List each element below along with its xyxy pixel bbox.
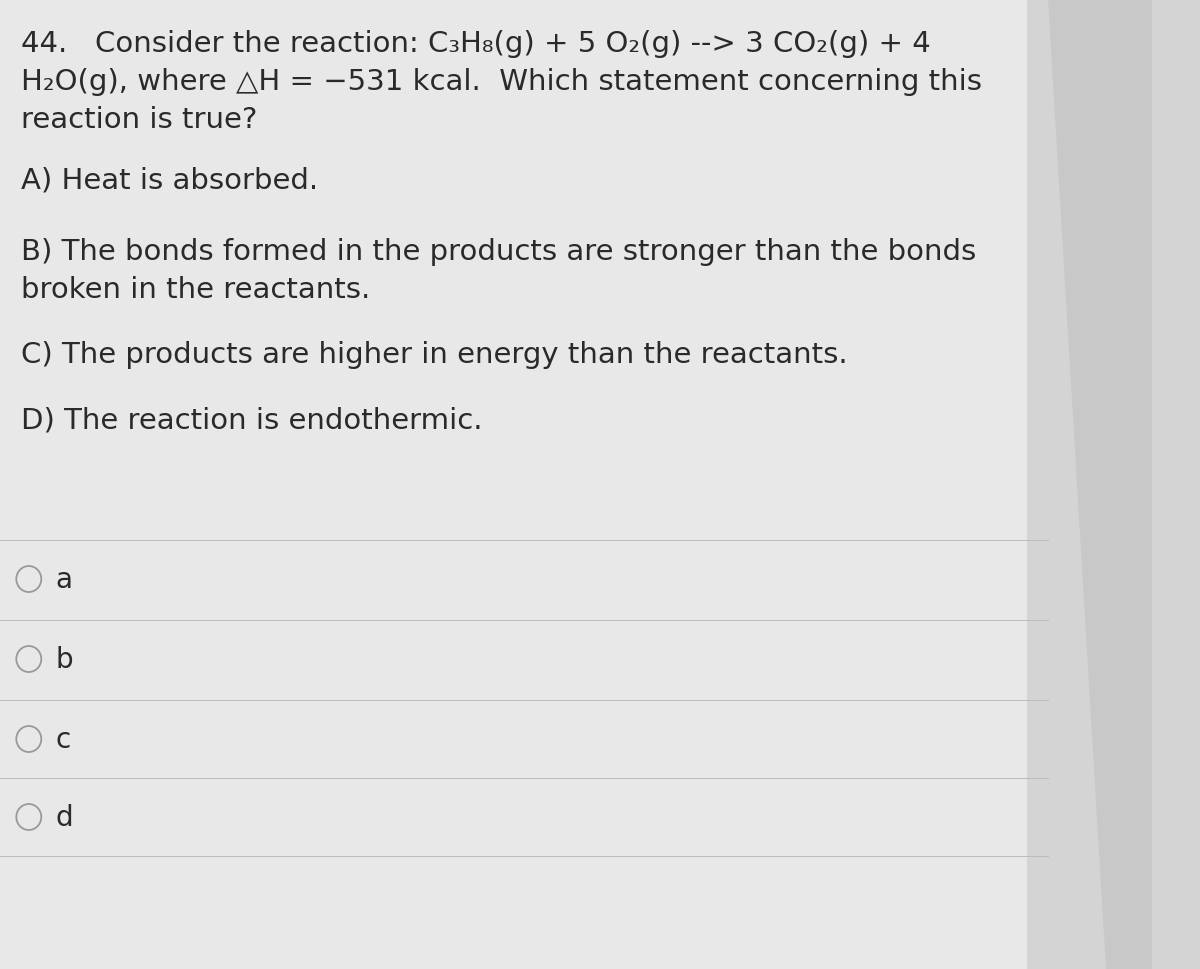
Text: 44.   Consider the reaction: C₃H₈(g) + 5 O₂(g) --> 3 CO₂(g) + 4: 44. Consider the reaction: C₃H₈(g) + 5 O… xyxy=(22,30,931,58)
Bar xyxy=(0,0,1027,969)
Text: D) The reaction is endothermic.: D) The reaction is endothermic. xyxy=(22,406,482,433)
Text: A) Heat is absorbed.: A) Heat is absorbed. xyxy=(22,166,318,194)
Text: C) The products are higher in energy than the reactants.: C) The products are higher in energy tha… xyxy=(22,341,847,368)
Text: d: d xyxy=(55,803,73,831)
Polygon shape xyxy=(1049,0,1152,969)
Text: reaction is true?: reaction is true? xyxy=(22,106,258,134)
Text: H₂O(g), where △H = −531 kcal.  Which statement concerning this: H₂O(g), where △H = −531 kcal. Which stat… xyxy=(22,68,982,96)
Text: broken in the reactants.: broken in the reactants. xyxy=(22,276,371,303)
Text: a: a xyxy=(55,566,73,593)
Text: B) The bonds formed in the products are stronger than the bonds: B) The bonds formed in the products are … xyxy=(22,237,977,266)
Text: b: b xyxy=(55,645,73,673)
Text: c: c xyxy=(55,725,71,753)
